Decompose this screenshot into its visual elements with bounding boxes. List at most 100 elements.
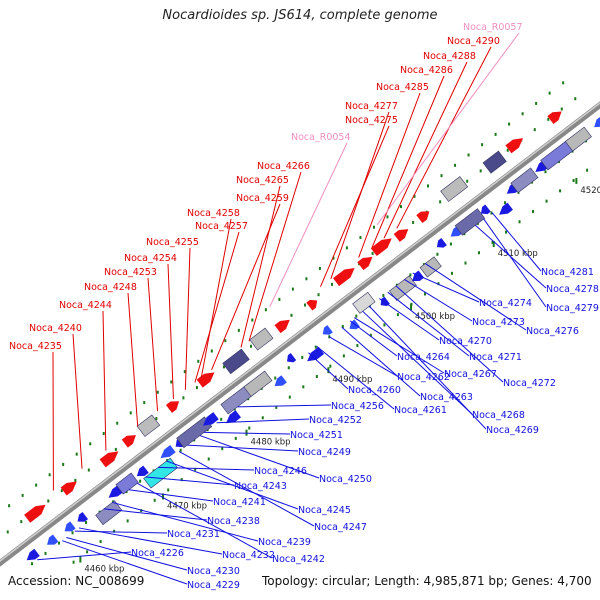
reverse-gene-label[interactable]: Noca_4241 bbox=[213, 497, 266, 508]
reverse-gene-label[interactable]: Noca_4268 bbox=[472, 410, 525, 421]
reverse-gene-label[interactable]: Noca_4281 bbox=[541, 267, 594, 278]
reverse-gene-label[interactable]: Noca_4247 bbox=[314, 522, 367, 533]
forward-gene-label[interactable]: Noca_4288 bbox=[423, 51, 476, 62]
tick-mark bbox=[143, 401, 146, 405]
reverse-gene-label[interactable]: Noca_4273 bbox=[472, 317, 525, 328]
reverse-gene-label[interactable]: Noca_4231 bbox=[167, 529, 220, 540]
forward-gene-leader bbox=[248, 171, 302, 342]
rna-gene-label[interactable]: Noca_R0057 bbox=[463, 22, 523, 33]
reverse-gene-label[interactable]: Noca_4279 bbox=[546, 303, 599, 314]
tick-mark bbox=[359, 236, 362, 240]
forward-gene-label[interactable]: Noca_4275 bbox=[345, 115, 398, 126]
reverse-gene-leader bbox=[178, 451, 315, 527]
tick-mark bbox=[467, 153, 470, 157]
reverse-gene-label[interactable]: Noca_4271 bbox=[469, 352, 522, 363]
reverse-gene-label[interactable]: Noca_4243 bbox=[234, 481, 287, 492]
tick-mark bbox=[102, 432, 105, 436]
tick-mark bbox=[129, 411, 132, 415]
reverse-gene-leader bbox=[362, 310, 473, 415]
reverse-gene-label[interactable]: Noca_4230 bbox=[187, 566, 240, 577]
reverse-gene-leader bbox=[404, 279, 473, 322]
reverse-gene-leader bbox=[158, 466, 255, 471]
forward-gene-arrow bbox=[165, 401, 180, 413]
reverse-gene-label[interactable]: Noca_4229 bbox=[187, 580, 240, 591]
tick-mark bbox=[8, 504, 11, 508]
reverse-gene-leader bbox=[349, 320, 398, 357]
tick-mark bbox=[332, 256, 335, 260]
forward-gene-label[interactable]: Noca_4266 bbox=[257, 161, 310, 172]
reverse-gene-label[interactable]: Noca_4256 bbox=[331, 401, 384, 412]
tick-mark bbox=[72, 560, 75, 564]
reverse-gene-label[interactable]: Noca_4267 bbox=[444, 369, 497, 380]
reverse-gene-label[interactable]: Noca_4249 bbox=[298, 447, 351, 458]
reverse-gene-label[interactable]: Noca_4238 bbox=[207, 516, 260, 527]
forward-gene-label[interactable]: Noca_4258 bbox=[187, 208, 240, 219]
forward-gene-label[interactable]: Noca_4248 bbox=[84, 282, 137, 293]
reverse-gene-label[interactable]: Noca_4270 bbox=[439, 336, 492, 347]
reverse-gene-label[interactable]: Noca_4250 bbox=[319, 474, 372, 485]
scale-tick bbox=[410, 304, 413, 311]
tick-mark bbox=[58, 541, 61, 545]
forward-gene-arrow bbox=[24, 504, 46, 523]
forward-gene-label[interactable]: Noca_4244 bbox=[59, 300, 112, 311]
forward-gene-label[interactable]: Noca_4277 bbox=[345, 101, 398, 112]
forward-gene-label[interactable]: Noca_4259 bbox=[236, 193, 289, 204]
forward-gene-arrow bbox=[121, 435, 136, 448]
tick-mark bbox=[86, 550, 89, 554]
reverse-gene-label[interactable]: Noca_4252 bbox=[309, 415, 362, 426]
forward-gene-label[interactable]: Noca_4253 bbox=[104, 267, 157, 278]
scale-label: 4500 kbp bbox=[415, 312, 455, 322]
tick-mark bbox=[521, 112, 524, 116]
reverse-gene-label[interactable]: Noca_4261 bbox=[394, 405, 447, 416]
reverse-gene-label[interactable]: Noca_4239 bbox=[258, 537, 311, 548]
reverse-gene-leader bbox=[425, 263, 527, 331]
reverse-gene-block bbox=[95, 500, 123, 526]
forward-gene-label[interactable]: Noca_4240 bbox=[29, 323, 82, 334]
forward-gene-arrow bbox=[393, 229, 409, 242]
tick-mark bbox=[155, 416, 158, 420]
tick-mark bbox=[249, 344, 252, 348]
reverse-gene-label[interactable]: Noca_4251 bbox=[290, 430, 343, 441]
reverse-gene-label[interactable]: Noca_4264 bbox=[397, 352, 450, 363]
forward-gene-block bbox=[249, 327, 274, 351]
reverse-gene-label[interactable]: Noca_4278 bbox=[546, 284, 599, 295]
forward-gene-block bbox=[222, 348, 250, 375]
forward-gene-label[interactable]: Noca_4265 bbox=[236, 175, 289, 186]
forward-gene-label[interactable]: Noca_4235 bbox=[9, 341, 62, 352]
reverse-gene-leader bbox=[341, 326, 421, 397]
tick-mark bbox=[35, 483, 38, 487]
tick-mark bbox=[251, 318, 254, 322]
reverse-gene-label[interactable]: Noca_4274 bbox=[479, 298, 532, 309]
reverse-gene-label[interactable]: Noca_4272 bbox=[503, 378, 556, 389]
forward-gene-leader bbox=[330, 111, 390, 279]
reverse-gene-label[interactable]: Noca_4269 bbox=[486, 425, 539, 436]
forward-gene-label[interactable]: Noca_4257 bbox=[195, 221, 248, 232]
reverse-gene-leader bbox=[368, 305, 487, 430]
forward-gene-leader bbox=[396, 46, 492, 229]
tick-mark bbox=[60, 489, 63, 493]
reverse-gene-label[interactable]: Noca_4263 bbox=[420, 392, 473, 403]
reverse-gene-arrow bbox=[225, 410, 241, 424]
reverse-gene-label[interactable]: Noca_4262 bbox=[397, 372, 450, 383]
forward-gene-label[interactable]: Noca_4255 bbox=[146, 237, 199, 248]
tick-mark bbox=[508, 122, 511, 126]
forward-gene-label[interactable]: Noca_4286 bbox=[400, 65, 453, 76]
tick-mark bbox=[547, 117, 550, 121]
reverse-gene-label[interactable]: Noca_4242 bbox=[272, 554, 325, 565]
forward-gene-label[interactable]: Noca_4254 bbox=[124, 253, 177, 264]
reverse-gene-label[interactable]: Noca_4276 bbox=[526, 326, 579, 337]
forward-gene-arrow bbox=[196, 372, 215, 388]
tick-mark bbox=[182, 396, 185, 400]
forward-gene-label[interactable]: Noca_4290 bbox=[447, 36, 500, 47]
reverse-gene-label[interactable]: Noca_4246 bbox=[254, 466, 307, 477]
reverse-gene-label[interactable]: Noca_4232 bbox=[222, 550, 275, 561]
rna-gene-label[interactable]: Noca_R0054 bbox=[291, 132, 351, 143]
reverse-gene-label[interactable]: Noca_4226 bbox=[131, 548, 184, 559]
tick-mark bbox=[317, 293, 320, 297]
reverse-gene-leader bbox=[145, 476, 235, 486]
tick-mark bbox=[44, 551, 47, 555]
forward-gene-label[interactable]: Noca_4285 bbox=[376, 82, 429, 93]
tick-mark bbox=[399, 205, 402, 209]
reverse-gene-label[interactable]: Noca_4245 bbox=[298, 505, 351, 516]
reverse-gene-label[interactable]: Noca_4260 bbox=[348, 385, 401, 396]
